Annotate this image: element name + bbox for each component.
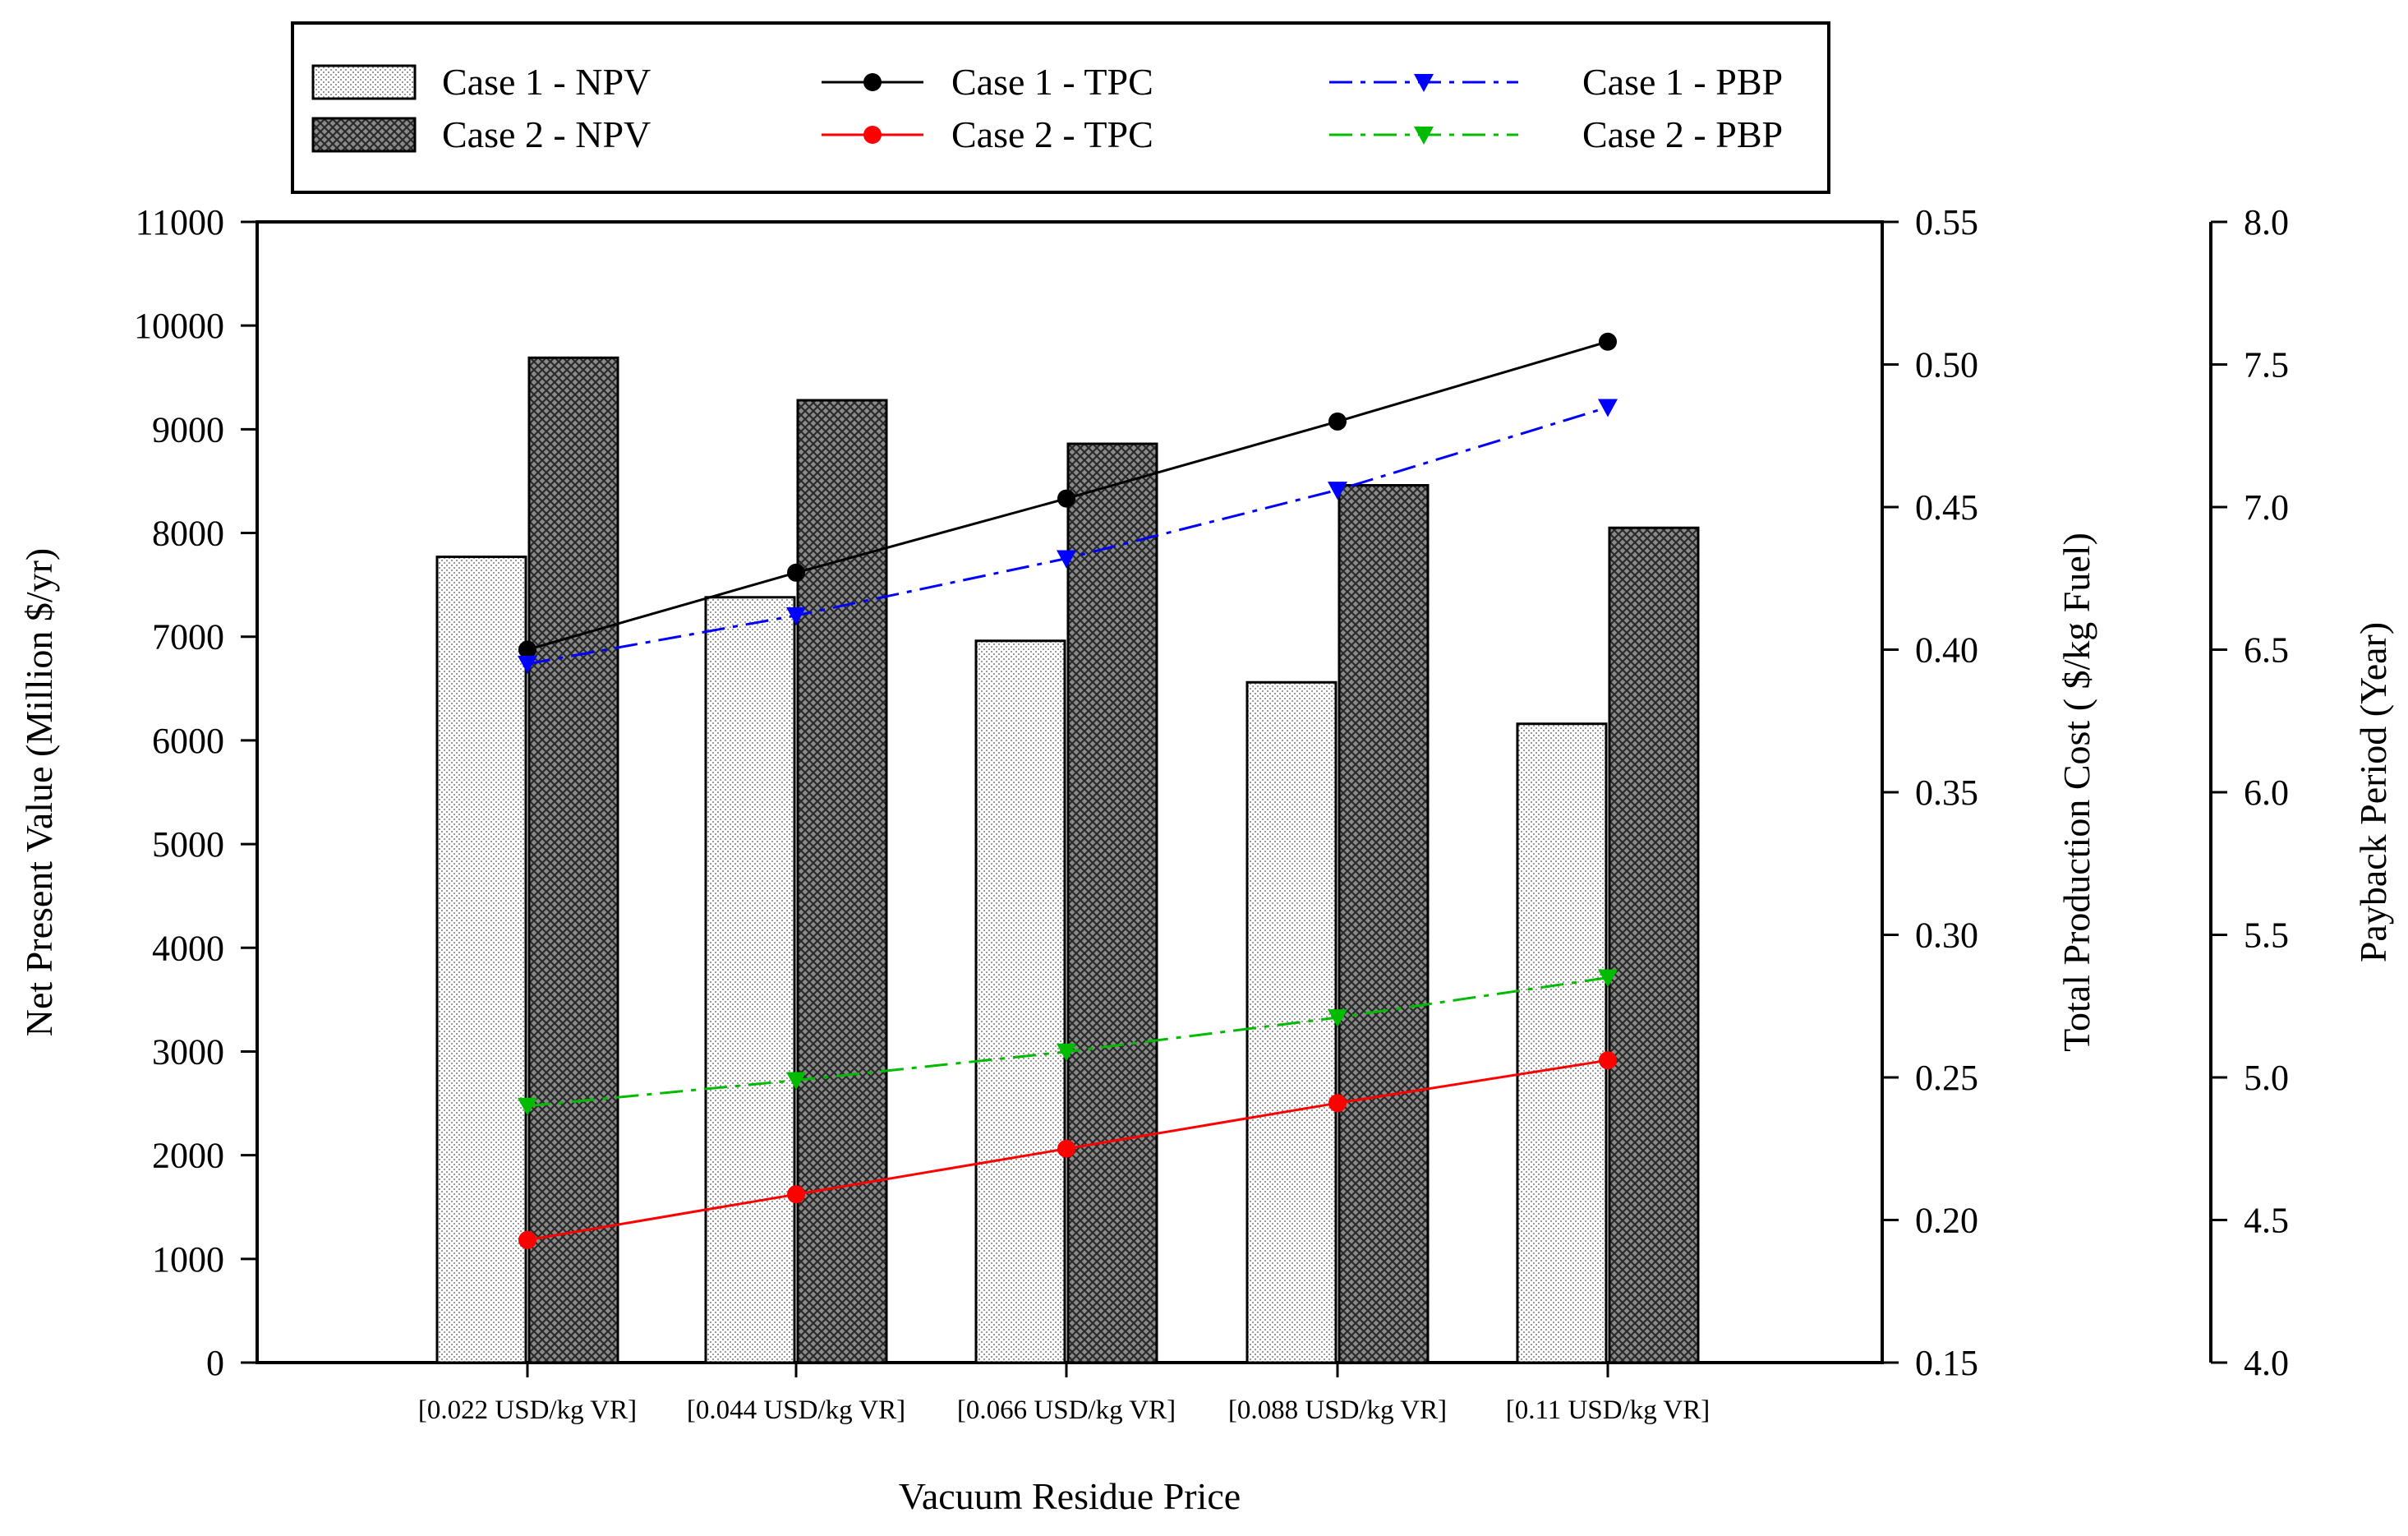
npv-tick-label: 7000 bbox=[152, 617, 224, 657]
pbp-tick-label: 7.0 bbox=[2244, 487, 2289, 528]
point-case-1-pbp-2 bbox=[786, 607, 806, 625]
bar-case-2-npv-5 bbox=[1608, 526, 1700, 1364]
point-case-1-pbp-3 bbox=[1057, 550, 1076, 569]
npv-tick-label: 9000 bbox=[152, 409, 224, 450]
point-case-2-tpc-4 bbox=[1328, 1094, 1347, 1113]
npv-tick-label: 11000 bbox=[136, 202, 224, 242]
point-case-1-tpc-5 bbox=[1599, 332, 1617, 351]
line-group bbox=[518, 332, 1618, 1249]
tpc-tick-label: 0.50 bbox=[1915, 345, 1978, 385]
tpc-tick-label: 0.35 bbox=[1915, 773, 1978, 813]
x-tick-label: [0.022 USD/kg VR] bbox=[418, 1395, 637, 1425]
pbp-axis-title: Payback Period (Year) bbox=[2352, 622, 2394, 962]
point-case-2-pbp-2 bbox=[786, 1072, 806, 1091]
point-case-2-tpc-1 bbox=[518, 1230, 536, 1249]
x-tick-label: [0.066 USD/kg VR] bbox=[957, 1395, 1176, 1425]
tpc-tick-label: 0.20 bbox=[1915, 1201, 1978, 1241]
legend-label-case-2-tpc: Case 2 - TPC bbox=[951, 113, 1153, 155]
point-case-1-pbp-4 bbox=[1328, 482, 1347, 500]
legend-label-case-2-pbp: Case 2 - PBP bbox=[1582, 113, 1783, 155]
tpc-tick-label: 0.55 bbox=[1915, 202, 1978, 242]
legend-box bbox=[291, 21, 1830, 194]
npv-tick-label: 5000 bbox=[152, 824, 224, 865]
point-case-2-tpc-2 bbox=[787, 1185, 805, 1204]
npv-tick-label: 6000 bbox=[152, 721, 224, 761]
legend-marker-case-2-pbp bbox=[1414, 127, 1434, 145]
tpc-tick-label: 0.45 bbox=[1915, 487, 1978, 528]
bar-case-1-npv-5 bbox=[1516, 722, 1608, 1364]
tpc-tick-label: 0.30 bbox=[1915, 916, 1978, 956]
pbp-axis: 4.0 4.5 5.0 5.5 6.0 6.5 7.0 7.5 8.0 bbox=[2209, 202, 2289, 1383]
npv-axis: 0 1000 2000 3000 4000 5000 6000 7000 8000 9000 100… bbox=[134, 202, 257, 1383]
x-tick-label: [0.088 USD/kg VR] bbox=[1228, 1395, 1447, 1425]
npv-tick-label: 1000 bbox=[152, 1239, 224, 1280]
x-axis-title: Vacuum Residue Price bbox=[899, 1475, 1241, 1517]
pbp-tick-label: 4.5 bbox=[2244, 1201, 2289, 1241]
legend-label-case-1-npv: Case 1 - NPV bbox=[442, 61, 651, 103]
x-tick-label: [0.044 USD/kg VR] bbox=[687, 1395, 905, 1425]
point-case-1-tpc-3 bbox=[1057, 489, 1075, 508]
point-case-2-pbp-3 bbox=[1057, 1043, 1076, 1062]
point-case-1-tpc-4 bbox=[1328, 412, 1347, 431]
legend: Case 1 - NPV Case 2 - NPV Case 1 - TPC Case… bbox=[291, 21, 1830, 194]
x-tick-label: [0.11 USD/kg VR] bbox=[1506, 1395, 1710, 1425]
bar-case-1-npv-3 bbox=[974, 639, 1066, 1364]
tpc-tick-label: 0.25 bbox=[1915, 1058, 1978, 1098]
legend-label-case-2-npv: Case 2 - NPV bbox=[442, 113, 651, 155]
pbp-tick-label: 6.0 bbox=[2244, 773, 2289, 813]
pbp-tick-label: 8.0 bbox=[2244, 202, 2289, 242]
npv-tick-label: 10000 bbox=[134, 306, 224, 346]
point-case-2-pbp-4 bbox=[1328, 1009, 1347, 1028]
legend-marker-case-1-tpc bbox=[863, 73, 882, 91]
bar-case-1-npv-1 bbox=[435, 556, 527, 1364]
legend-marker-case-1-pbp bbox=[1414, 74, 1434, 92]
npv-tick-label: 2000 bbox=[152, 1136, 224, 1176]
npv-tick-label: 8000 bbox=[152, 514, 224, 554]
bar-case-2-npv-2 bbox=[796, 399, 888, 1364]
tpc-axis-title: Total Production Cost ( $/kg Fuel) bbox=[2056, 533, 2097, 1052]
point-case-2-tpc-3 bbox=[1057, 1139, 1075, 1158]
pbp-tick-label: 7.5 bbox=[2244, 345, 2289, 385]
legend-marker-case-2-tpc bbox=[863, 126, 882, 144]
point-case-1-tpc-2 bbox=[787, 563, 805, 582]
category-labels: [0.022 USD/kg VR] [0.044 USD/kg VR] [0.066… bbox=[418, 1363, 1710, 1425]
bar-case-2-npv-4 bbox=[1338, 484, 1430, 1364]
npv-tick-label: 0 bbox=[206, 1343, 224, 1383]
point-case-1-pbp-5 bbox=[1598, 399, 1618, 417]
npv-tick-label: 4000 bbox=[152, 928, 224, 968]
tpc-axis: 0.15 0.20 0.25 0.30 0.35 0.40 0.45 0.50 0.55 bbox=[1882, 202, 1978, 1383]
tpc-tick-label: 0.15 bbox=[1915, 1343, 1978, 1383]
point-case-1-tpc-1 bbox=[518, 640, 536, 659]
pbp-tick-label: 6.5 bbox=[2244, 630, 2289, 671]
bar-case-2-npv-1 bbox=[527, 356, 619, 1364]
legend-label-case-1-pbp: Case 1 - PBP bbox=[1582, 61, 1783, 103]
npv-axis-title: Net Present Value (Million $/yr) bbox=[18, 548, 60, 1037]
legend-swatch-case-1-npv bbox=[311, 64, 417, 100]
legend-swatch-case-2-npv bbox=[311, 117, 417, 153]
legend-label-case-1-tpc: Case 1 - TPC bbox=[951, 61, 1153, 103]
point-case-2-pbp-1 bbox=[518, 1097, 537, 1116]
npv-tick-label: 3000 bbox=[152, 1031, 224, 1072]
pbp-tick-label: 5.0 bbox=[2244, 1058, 2289, 1098]
point-case-2-tpc-5 bbox=[1599, 1051, 1617, 1070]
point-case-2-pbp-5 bbox=[1598, 969, 1618, 988]
point-case-1-pbp-1 bbox=[518, 655, 537, 674]
bar-case-2-npv-3 bbox=[1066, 442, 1158, 1364]
bar-group bbox=[435, 356, 1700, 1364]
tpc-tick-label: 0.40 bbox=[1915, 630, 1978, 671]
bar-case-1-npv-2 bbox=[704, 596, 796, 1364]
pbp-tick-label: 4.0 bbox=[2244, 1343, 2289, 1383]
pbp-tick-label: 5.5 bbox=[2244, 916, 2289, 956]
